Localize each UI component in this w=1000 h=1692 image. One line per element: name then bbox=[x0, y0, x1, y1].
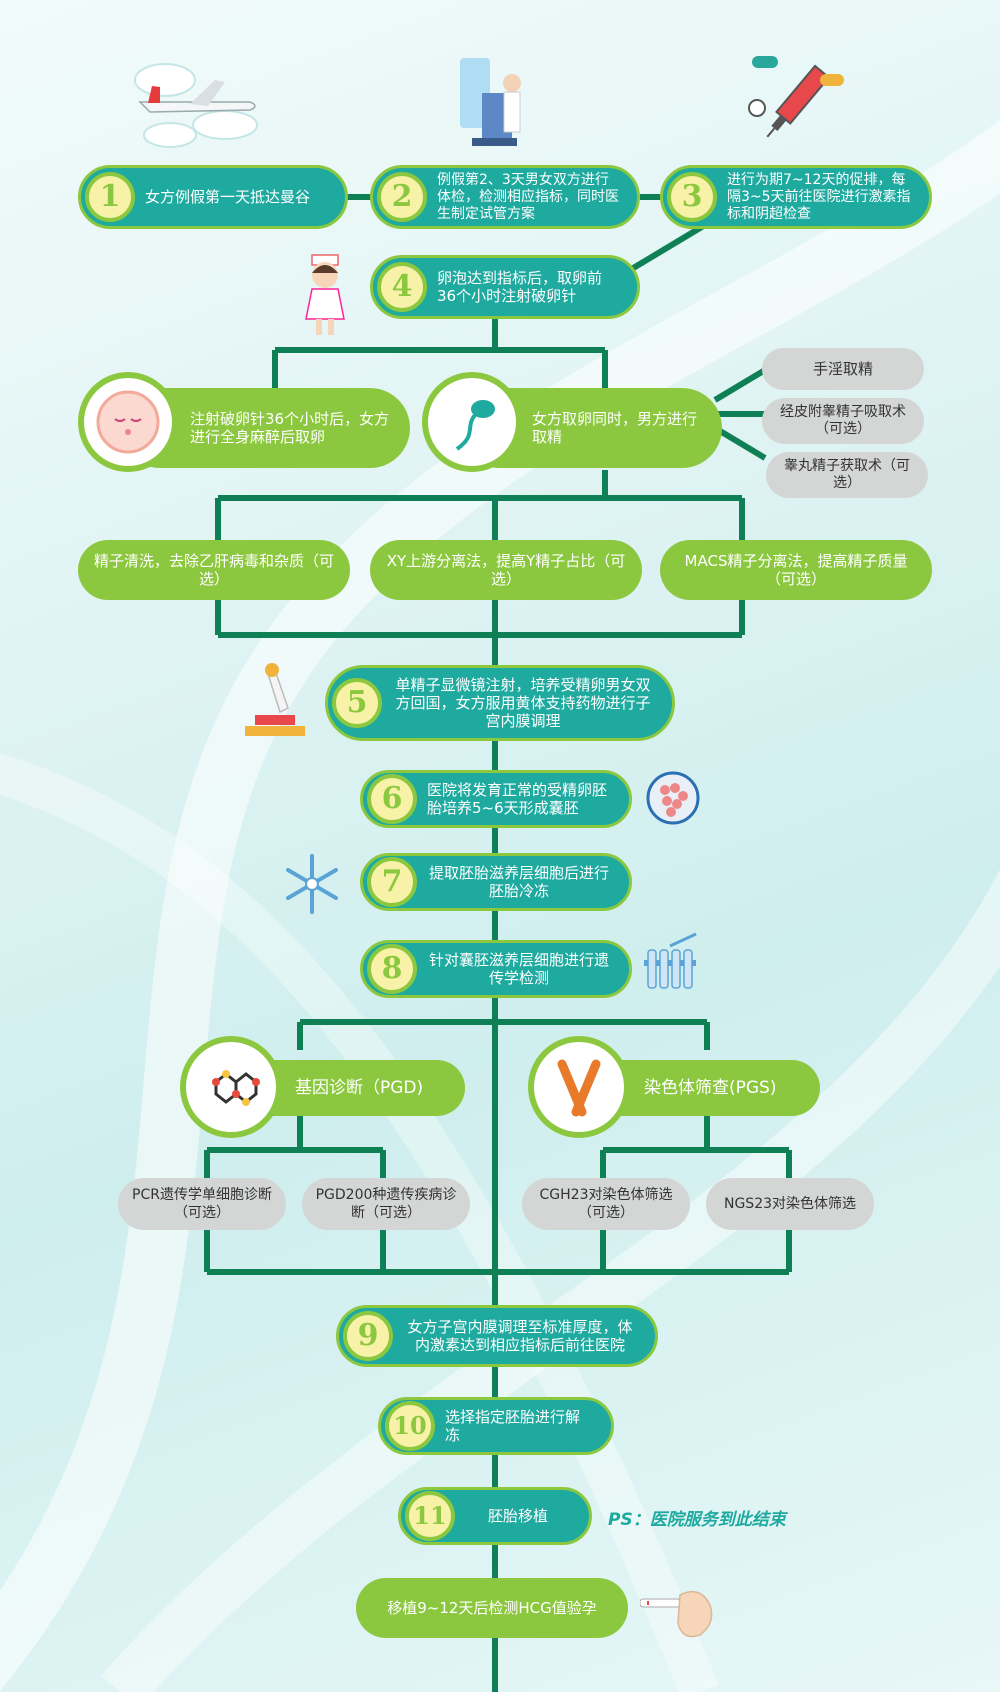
step-10: 10 选择指定胚胎进行解冻 bbox=[378, 1397, 614, 1455]
snowflake-icon bbox=[286, 854, 338, 914]
egg-cell-icon bbox=[78, 372, 178, 472]
molecule-icon bbox=[180, 1036, 282, 1138]
option-pesa: 经皮附睾精子吸取术（可选） bbox=[762, 398, 924, 444]
test-tubes-icon bbox=[644, 932, 697, 989]
step-text: 医院将发育正常的受精卵胚胎培养5~6天形成囊胚 bbox=[427, 781, 608, 817]
step-3: 3 进行为期7~12天的促排，每隔3~5天前往医院进行激素指标和阴超检查 bbox=[660, 165, 932, 229]
option-pgd200: PGD200种遗传疾病诊断（可选） bbox=[302, 1178, 470, 1230]
option-text: NGS23对染色体筛选 bbox=[723, 1196, 857, 1212]
sperm-icon bbox=[422, 372, 522, 472]
option-cgh23: CGH23对染色体筛选（可选） bbox=[522, 1178, 690, 1230]
step-4: 4 卵泡达到指标后，取卵前36个小时注射破卵针 bbox=[370, 255, 640, 319]
final-text: 移植9~12天后检测HCG值验孕 bbox=[387, 1599, 597, 1617]
step-11: 11 胚胎移植 bbox=[398, 1487, 592, 1545]
option-text: PCR遗传学单细胞诊断（可选） bbox=[132, 1187, 272, 1221]
processing-text: XY上游分离法，提高Y精子占比（可选） bbox=[386, 552, 626, 588]
step-5: 5 单精子显微镜注射，培养受精卵男女双方回国，女方服用黄体支持药物进行子宫内膜调… bbox=[325, 665, 675, 741]
option-text: 睾丸精子获取术（可选） bbox=[784, 458, 910, 491]
step-number: 9 bbox=[343, 1311, 393, 1361]
pregnancy-test: 移植9~12天后检测HCG值验孕 bbox=[356, 1578, 628, 1638]
step-number: 5 bbox=[332, 678, 382, 728]
step-text: 单精子显微镜注射，培养受精卵男女双方回国，女方服用黄体支持药物进行子宫内膜调理 bbox=[395, 676, 651, 730]
step-text: 女方子宫内膜调理至标准厚度，体内激素达到相应指标后前往医院 bbox=[407, 1318, 633, 1354]
step-number: 4 bbox=[377, 262, 427, 312]
option-ngs23: NGS23对染色体筛选 bbox=[706, 1178, 874, 1230]
step-text: 选择指定胚胎进行解冻 bbox=[445, 1408, 581, 1444]
chromosome-icon bbox=[528, 1036, 630, 1138]
step-number: 6 bbox=[367, 774, 417, 824]
option-text: PGD200种遗传疾病诊断（可选） bbox=[315, 1187, 457, 1221]
step-number: 8 bbox=[367, 944, 417, 994]
step-number: 2 bbox=[377, 172, 427, 222]
pgd-label: 基因诊断（PGD) bbox=[295, 1078, 424, 1098]
pregnancy-test-hand-icon bbox=[640, 1590, 713, 1638]
step-text: 进行为期7~12天的促排，每隔3~5天前往医院进行激素指标和阴超检查 bbox=[727, 171, 911, 222]
microscope-icon bbox=[245, 663, 305, 736]
option-text: CGH23对染色体筛选（可选） bbox=[539, 1187, 673, 1221]
syringe-pills-icon bbox=[748, 56, 844, 138]
egg-retrieval-text: 注射破卵针36个小时后，女方进行全身麻醉后取卵 bbox=[190, 410, 390, 446]
step-8: 8 针对囊胚滋养层细胞进行遗传学检测 bbox=[360, 940, 632, 998]
option-tesa: 睾丸精子获取术（可选） bbox=[766, 452, 928, 498]
step-text: 例假第2、3天男女双方进行体检，检测相应指标，同时医生制定试管方案 bbox=[437, 171, 619, 222]
xy-separation: XY上游分离法，提高Y精子占比（可选） bbox=[370, 540, 642, 600]
step-text: 针对囊胚滋养层细胞进行遗传学检测 bbox=[428, 951, 609, 987]
step-number: 11 bbox=[405, 1491, 455, 1541]
sperm-retrieval-text: 女方取卵同时，男方进行取精 bbox=[532, 410, 698, 446]
blastocyst-icon bbox=[646, 771, 700, 825]
step-number: 10 bbox=[385, 1401, 435, 1451]
option-pcr: PCR遗传学单细胞诊断（可选） bbox=[118, 1178, 286, 1230]
step-1: 1 女方例假第一天抵达曼谷 bbox=[78, 165, 348, 229]
airplane-icon bbox=[134, 63, 258, 148]
step-7: 7 提取胚胎滋养层细胞后进行胚胎冷冻 bbox=[360, 853, 632, 911]
processing-text: 精子清洗，去除乙肝病毒和杂质（可选） bbox=[94, 552, 335, 588]
step-9: 9 女方子宫内膜调理至标准厚度，体内激素达到相应指标后前往医院 bbox=[336, 1305, 658, 1367]
nurse-icon bbox=[305, 254, 345, 335]
step-number: 7 bbox=[367, 857, 417, 907]
step-text: 卵泡达到指标后，取卵前36个小时注射破卵针 bbox=[437, 269, 603, 305]
macs-separation: MACS精子分离法，提高精子质量（可选） bbox=[660, 540, 932, 600]
option-text: 经皮附睾精子吸取术（可选） bbox=[780, 404, 906, 437]
processing-text: MACS精子分离法，提高精子质量（可选） bbox=[684, 552, 908, 588]
option-masturbation: 手淫取精 bbox=[762, 348, 924, 390]
step-text: 胚胎移植 bbox=[487, 1507, 548, 1525]
step-6: 6 医院将发育正常的受精卵胚胎培养5~6天形成囊胚 bbox=[360, 770, 632, 828]
doctor-microscope-icon bbox=[460, 58, 521, 146]
step-number: 1 bbox=[85, 172, 135, 222]
step-number: 3 bbox=[667, 172, 717, 222]
step-2: 2 例假第2、3天男女双方进行体检，检测相应指标，同时医生制定试管方案 bbox=[370, 165, 640, 229]
option-text: 手淫取精 bbox=[812, 360, 873, 378]
sperm-wash: 精子清洗，去除乙肝病毒和杂质（可选） bbox=[78, 540, 350, 600]
step-text: 女方例假第一天抵达曼谷 bbox=[145, 188, 311, 206]
step-text: 提取胚胎滋养层细胞后进行胚胎冷冻 bbox=[428, 864, 609, 900]
pgs-label: 染色体筛查(PGS) bbox=[644, 1078, 777, 1098]
ps-note: PS：医院服务到此结束 bbox=[608, 1510, 786, 1530]
